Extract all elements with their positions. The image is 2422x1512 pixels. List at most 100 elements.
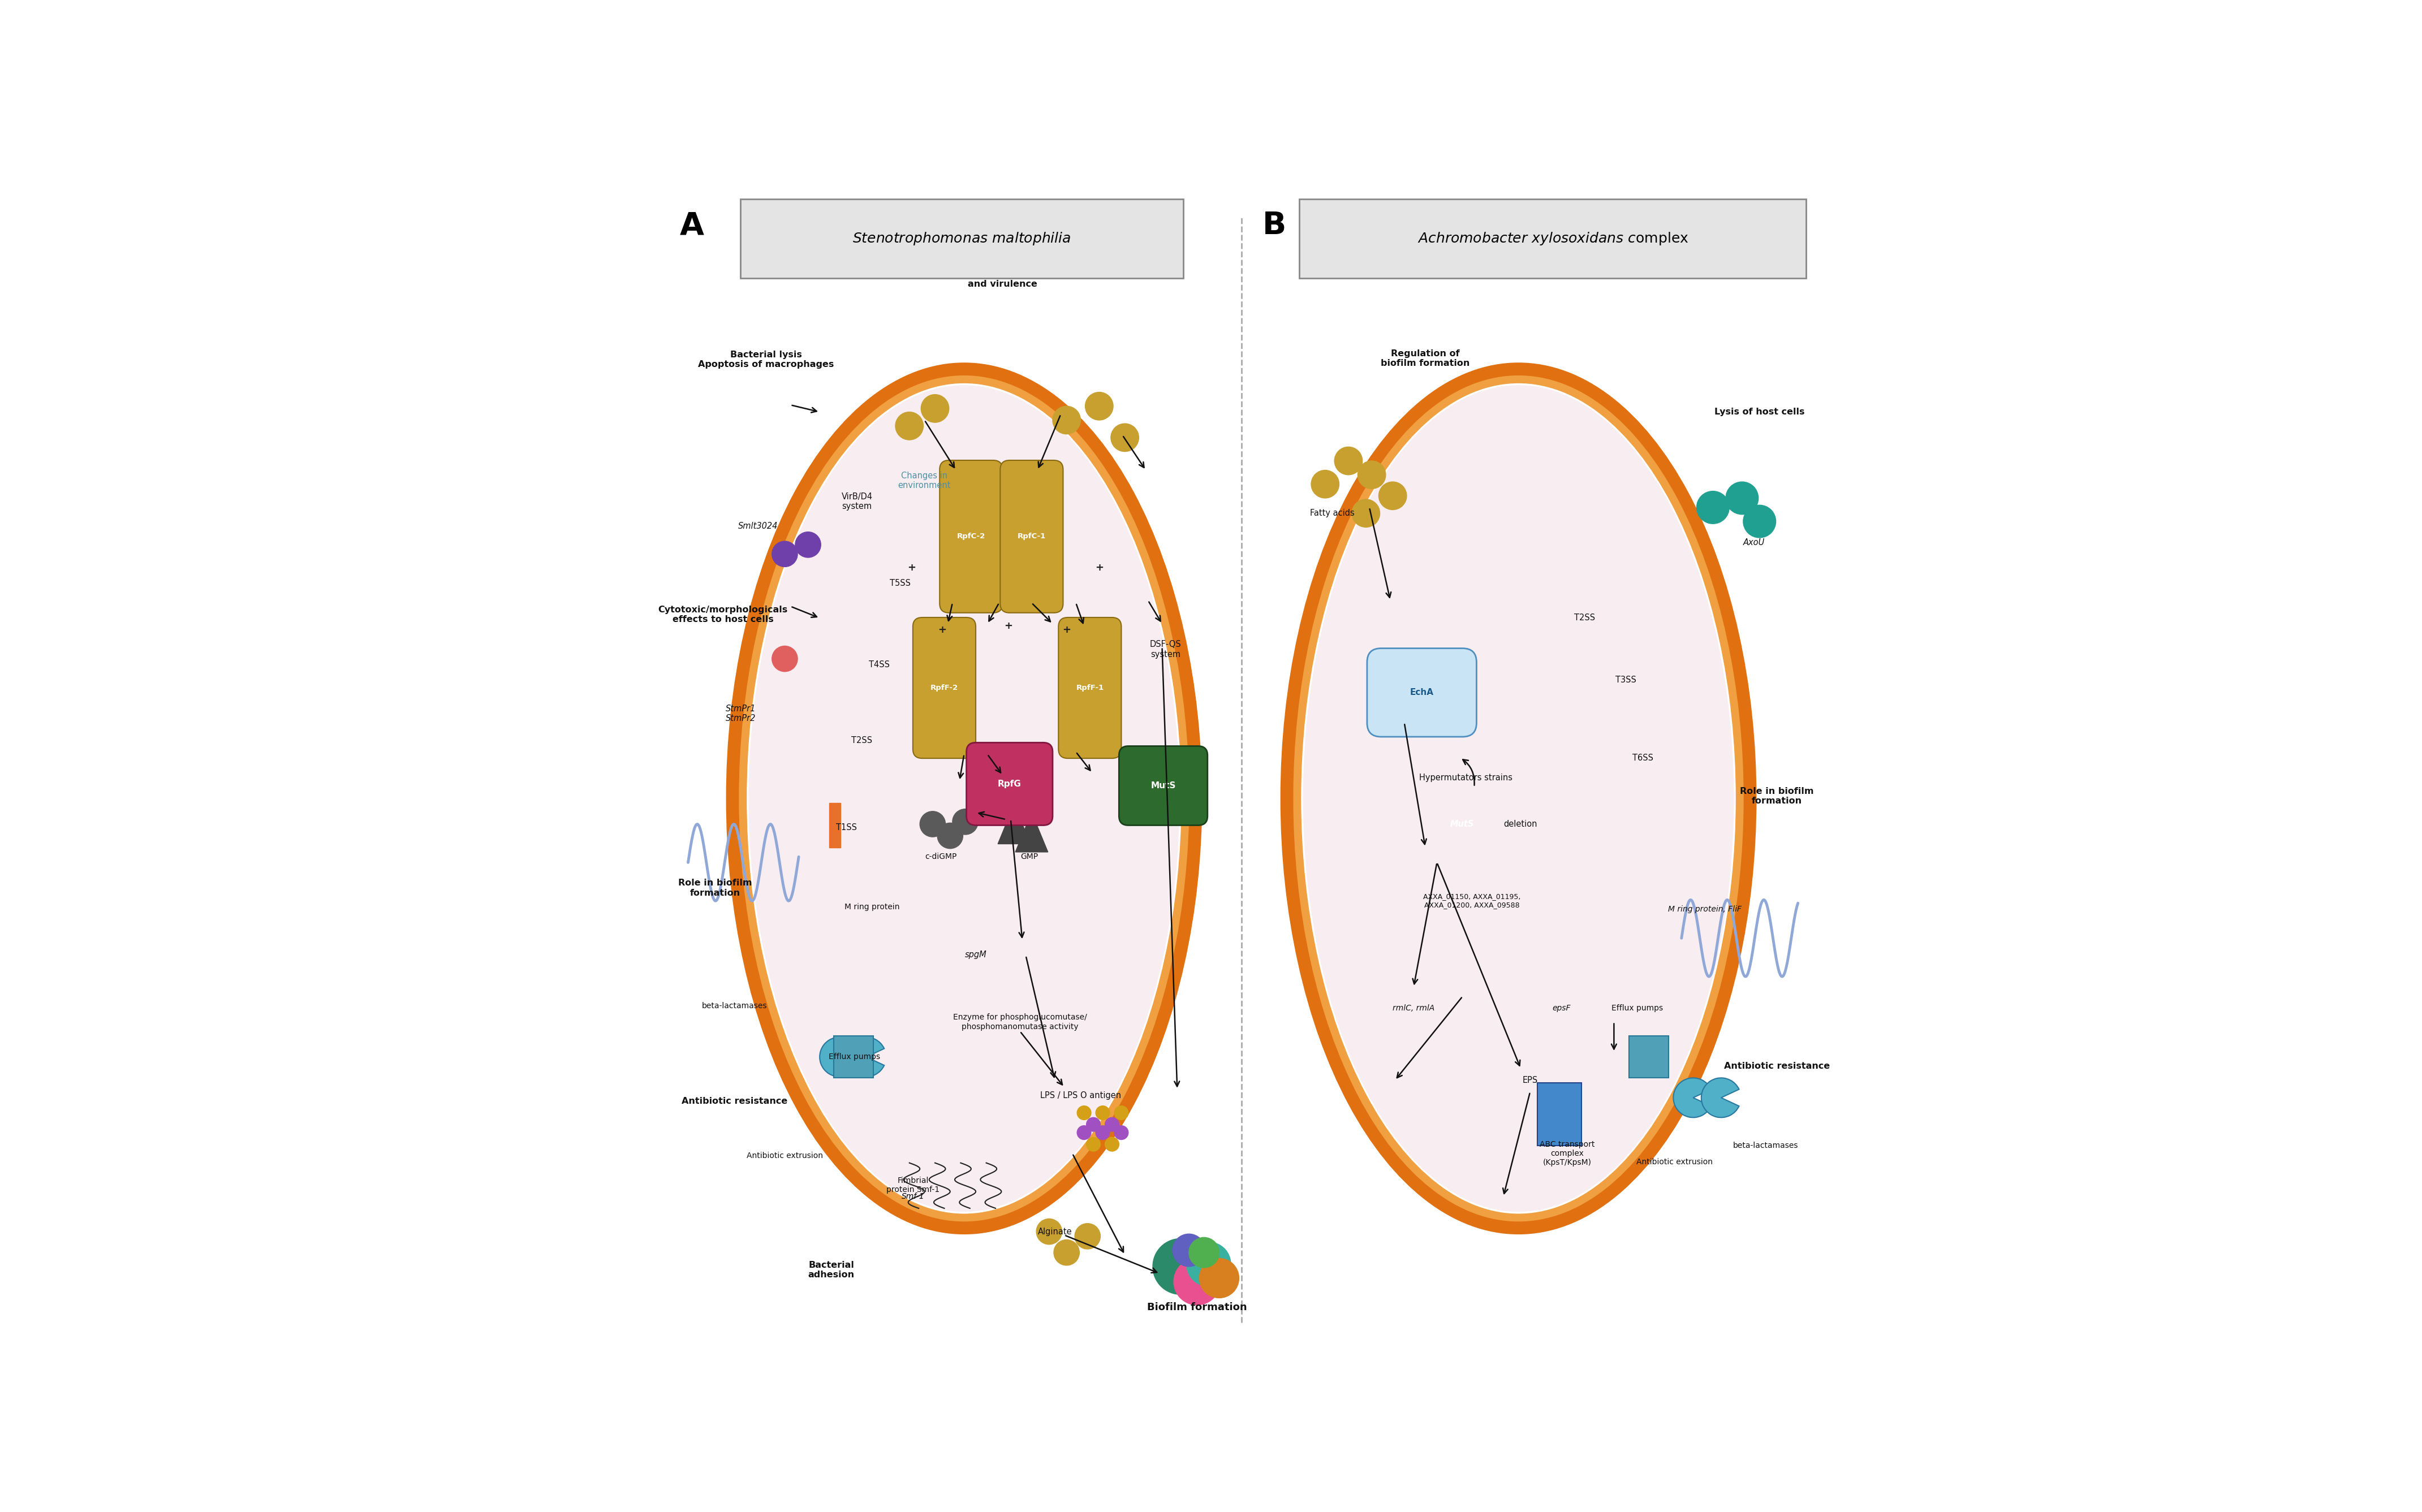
Text: Role in biofilm
formation: Role in biofilm formation bbox=[678, 878, 751, 897]
FancyBboxPatch shape bbox=[1538, 1083, 1582, 1146]
Text: Regulation of
biofilm formation: Regulation of biofilm formation bbox=[1381, 349, 1470, 367]
Ellipse shape bbox=[748, 386, 1180, 1211]
Text: GMP: GMP bbox=[1020, 853, 1039, 860]
Circle shape bbox=[1187, 1241, 1230, 1287]
Circle shape bbox=[1054, 1240, 1080, 1266]
Circle shape bbox=[1112, 423, 1138, 452]
Polygon shape bbox=[998, 804, 1029, 844]
Circle shape bbox=[1189, 1237, 1218, 1267]
Text: Biofilm formation: Biofilm formation bbox=[1148, 1302, 1247, 1312]
Circle shape bbox=[1698, 491, 1729, 523]
Circle shape bbox=[952, 809, 978, 835]
Circle shape bbox=[1054, 407, 1080, 434]
Text: +: + bbox=[1005, 621, 1012, 632]
Circle shape bbox=[1310, 470, 1339, 497]
Text: DSF-QS regules bacterial
motilty, biofilm formation
and virulence: DSF-QS regules bacterial motilty, biofil… bbox=[937, 260, 1068, 289]
Circle shape bbox=[920, 395, 949, 422]
FancyBboxPatch shape bbox=[1119, 745, 1209, 826]
Text: beta-lactamases: beta-lactamases bbox=[1732, 1142, 1797, 1149]
Text: RpfF-1: RpfF-1 bbox=[1075, 685, 1104, 691]
Text: MutS: MutS bbox=[1150, 782, 1175, 789]
Text: T5SS: T5SS bbox=[889, 579, 911, 587]
Text: Antibiotic resistance: Antibiotic resistance bbox=[681, 1096, 787, 1105]
Circle shape bbox=[1199, 1258, 1240, 1297]
Text: beta-lactamases: beta-lactamases bbox=[702, 1002, 768, 1010]
Text: StmPr1
StmPr2: StmPr1 StmPr2 bbox=[727, 705, 756, 723]
Text: Fatty acids: Fatty acids bbox=[1310, 510, 1354, 517]
Text: MutS: MutS bbox=[1451, 820, 1475, 829]
Text: Fimbrial
protein Smf-1: Fimbrial protein Smf-1 bbox=[886, 1176, 940, 1193]
Text: AXXA_01150, AXXA_01195,
AXXA_01200, AXXA_09588: AXXA_01150, AXXA_01195, AXXA_01200, AXXA… bbox=[1424, 894, 1521, 909]
Circle shape bbox=[773, 646, 797, 671]
Text: spgM: spgM bbox=[964, 950, 986, 959]
Text: +: + bbox=[908, 562, 916, 573]
Circle shape bbox=[937, 823, 964, 848]
Text: Efflux pumps: Efflux pumps bbox=[1611, 1004, 1664, 1012]
Text: T2SS: T2SS bbox=[1574, 614, 1596, 623]
Text: ABC transport
complex
(KpsT/KpsM): ABC transport complex (KpsT/KpsM) bbox=[1540, 1140, 1596, 1167]
FancyBboxPatch shape bbox=[940, 460, 1003, 612]
Text: Bacterial
adhesion: Bacterial adhesion bbox=[809, 1261, 855, 1279]
Circle shape bbox=[1153, 1238, 1209, 1294]
Wedge shape bbox=[819, 1037, 857, 1077]
Text: +: + bbox=[937, 624, 947, 635]
Circle shape bbox=[1378, 482, 1407, 510]
Circle shape bbox=[1744, 505, 1775, 538]
Text: M ring protein, FliF: M ring protein, FliF bbox=[1669, 906, 1741, 913]
Text: Hypermutators strains: Hypermutators strains bbox=[1419, 773, 1514, 782]
Circle shape bbox=[1104, 1137, 1119, 1151]
Text: epsF: epsF bbox=[1553, 1004, 1572, 1012]
Circle shape bbox=[794, 532, 821, 558]
Text: Changes in
environment: Changes in environment bbox=[899, 472, 952, 490]
FancyBboxPatch shape bbox=[1630, 1036, 1669, 1078]
Circle shape bbox=[1359, 461, 1385, 488]
Text: T4SS: T4SS bbox=[869, 661, 889, 668]
Circle shape bbox=[920, 812, 945, 838]
Wedge shape bbox=[845, 1037, 884, 1077]
Text: Role in biofilm
formation: Role in biofilm formation bbox=[1739, 788, 1814, 806]
Wedge shape bbox=[1674, 1078, 1710, 1117]
Text: Antibiotic extrusion: Antibiotic extrusion bbox=[746, 1152, 823, 1160]
Circle shape bbox=[896, 411, 923, 440]
Circle shape bbox=[1351, 499, 1381, 528]
Text: Bacterial lysis
Apoptosis of macrophages: Bacterial lysis Apoptosis of macrophages bbox=[698, 351, 833, 369]
Text: +: + bbox=[1063, 624, 1071, 635]
Text: Efflux pumps: Efflux pumps bbox=[828, 1052, 879, 1061]
Circle shape bbox=[1075, 1223, 1100, 1249]
Text: EchA: EchA bbox=[1410, 688, 1434, 697]
Text: Antibiotic resistance: Antibiotic resistance bbox=[1724, 1061, 1831, 1070]
Text: RpfG: RpfG bbox=[998, 780, 1022, 788]
Ellipse shape bbox=[1303, 386, 1734, 1211]
Text: $\it{Stenotrophomonas\ maltophilia}$: $\it{Stenotrophomonas\ maltophilia}$ bbox=[853, 230, 1071, 246]
Ellipse shape bbox=[748, 386, 1180, 1211]
Circle shape bbox=[1078, 1105, 1090, 1120]
FancyBboxPatch shape bbox=[913, 617, 976, 759]
Text: Enzyme for phosphoglucomutase/
phosphomanomutase activity: Enzyme for phosphoglucomutase/ phosphoma… bbox=[952, 1013, 1087, 1031]
Text: Smf-1: Smf-1 bbox=[901, 1193, 925, 1201]
Text: A: A bbox=[681, 210, 705, 240]
Wedge shape bbox=[1700, 1078, 1739, 1117]
Bar bbox=[828, 803, 840, 847]
Circle shape bbox=[1335, 448, 1364, 475]
Text: RpfC-1: RpfC-1 bbox=[1017, 532, 1046, 540]
Text: M ring protein: M ring protein bbox=[845, 903, 899, 910]
FancyBboxPatch shape bbox=[741, 200, 1182, 278]
FancyBboxPatch shape bbox=[1000, 460, 1063, 612]
Text: rmlC, rmlA: rmlC, rmlA bbox=[1393, 1004, 1434, 1012]
Circle shape bbox=[1078, 1125, 1090, 1140]
Text: T2SS: T2SS bbox=[850, 736, 872, 744]
Text: T6SS: T6SS bbox=[1632, 753, 1654, 762]
Text: $\it{Achromobacter\ xylosoxidans\ c}$omplex: $\it{Achromobacter\ xylosoxidans\ c}$omp… bbox=[1417, 230, 1688, 246]
Circle shape bbox=[773, 541, 797, 567]
Circle shape bbox=[1085, 392, 1114, 420]
FancyBboxPatch shape bbox=[1366, 649, 1477, 736]
Text: B: B bbox=[1262, 210, 1286, 240]
Text: LPS / LPS O antigen: LPS / LPS O antigen bbox=[1039, 1092, 1121, 1099]
Text: Smlt3024: Smlt3024 bbox=[739, 522, 777, 531]
Circle shape bbox=[1037, 1219, 1061, 1244]
Text: Antibiotic extrusion: Antibiotic extrusion bbox=[1637, 1158, 1712, 1166]
Text: T3SS: T3SS bbox=[1615, 676, 1635, 683]
Text: Cytotoxic/morphologicals
effects to host cells: Cytotoxic/morphologicals effects to host… bbox=[659, 605, 787, 623]
Circle shape bbox=[1087, 1117, 1100, 1131]
Text: Lysis of host cells: Lysis of host cells bbox=[1715, 408, 1804, 416]
